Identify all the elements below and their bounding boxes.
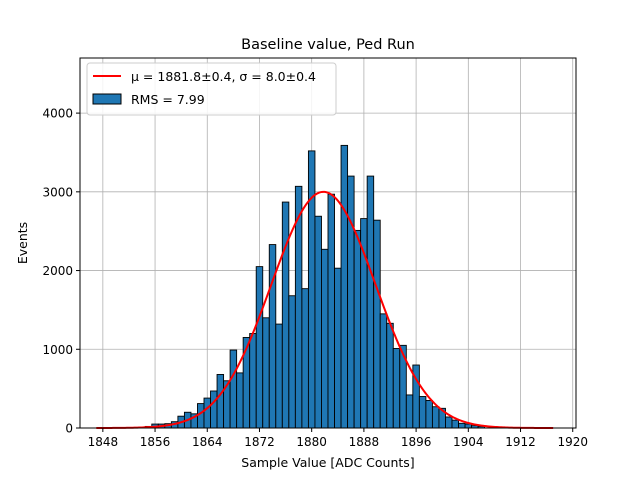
histogram-bar: [262, 317, 270, 429]
histogram-bar: [347, 175, 355, 429]
x-tick-label: 1864: [192, 435, 223, 449]
histogram-bar: [425, 399, 433, 429]
histogram-bar: [288, 295, 296, 429]
histogram-bar: [451, 419, 459, 429]
histogram-bar: [314, 215, 322, 429]
legend-histogram-swatch: [92, 93, 122, 105]
x-tick-label: 1920: [557, 435, 588, 449]
histogram-bar: [340, 144, 349, 429]
histogram-bar: [373, 219, 381, 429]
y-tick-label: 1000: [42, 343, 73, 357]
histogram-bar: [405, 394, 414, 429]
histogram-bar: [360, 218, 368, 429]
plot-frame: [79, 57, 577, 429]
histogram-bar: [321, 248, 329, 429]
y-tick-label: 0: [65, 422, 73, 436]
histogram-bar: [418, 396, 427, 429]
y-axis-label: Events: [15, 222, 30, 264]
legend-box: [86, 62, 337, 116]
histogram-bar: [203, 397, 211, 429]
x-tick-label: 1880: [296, 435, 327, 449]
histogram-bar: [236, 372, 244, 429]
histogram-bar: [281, 201, 290, 429]
histogram-bar: [327, 193, 335, 429]
histogram-bar: [353, 229, 362, 429]
histogram-bar: [458, 422, 466, 429]
histogram-bar: [249, 333, 257, 429]
y-tick-label: 2000: [42, 264, 73, 278]
histogram-bar: [210, 390, 218, 429]
x-tick-label: 1912: [505, 435, 536, 449]
y-tick-label: 4000: [42, 107, 73, 121]
histogram-bar: [431, 406, 440, 429]
histogram-bar: [334, 267, 342, 429]
x-axis-ticks: 1848 1856 1864 1872 1880 1888 1896 1904 1912 1920: [88, 428, 588, 449]
legend: μ = 1881.8±0.4, σ = 8.0±0.4 RMS = 7.99: [86, 62, 337, 116]
histogram-bar: [307, 150, 316, 429]
histogram-bar: [379, 313, 388, 429]
gaussian-fit-curve: [96, 190, 554, 429]
y-tick-label: 3000: [42, 185, 73, 199]
x-tick-label: 1856: [140, 435, 171, 449]
histogram-bar: [464, 423, 473, 429]
histogram-bar: [216, 374, 225, 429]
legend-fit-label: μ = 1881.8±0.4, σ = 8.0±0.4: [131, 69, 316, 84]
x-tick-label: 1888: [349, 435, 380, 449]
histogram-bar: [197, 403, 205, 429]
histogram-bar: [386, 322, 394, 429]
histogram-bar: [301, 288, 309, 429]
histogram-bar: [242, 337, 251, 429]
legend-histogram-label: RMS = 7.99: [131, 92, 205, 107]
x-axis-label: Sample Value [ADC Counts]: [241, 455, 414, 470]
histogram-bar: [275, 323, 283, 429]
histogram-bar: [229, 349, 238, 429]
histogram-bars: [144, 144, 486, 429]
x-tick-label: 1872: [244, 435, 275, 449]
x-tick-label: 1904: [453, 435, 484, 449]
histogram-bar: [445, 416, 453, 429]
x-tick-label: 1848: [88, 435, 119, 449]
histogram-bar: [366, 175, 375, 429]
x-tick-label: 1896: [401, 435, 432, 449]
histogram-bar: [392, 348, 401, 429]
histogram-bar: [255, 266, 264, 429]
y-axis-ticks: 0 1000 2000 3000 4000: [42, 107, 80, 436]
chart-title: Baseline value, Ped Run: [241, 37, 415, 53]
